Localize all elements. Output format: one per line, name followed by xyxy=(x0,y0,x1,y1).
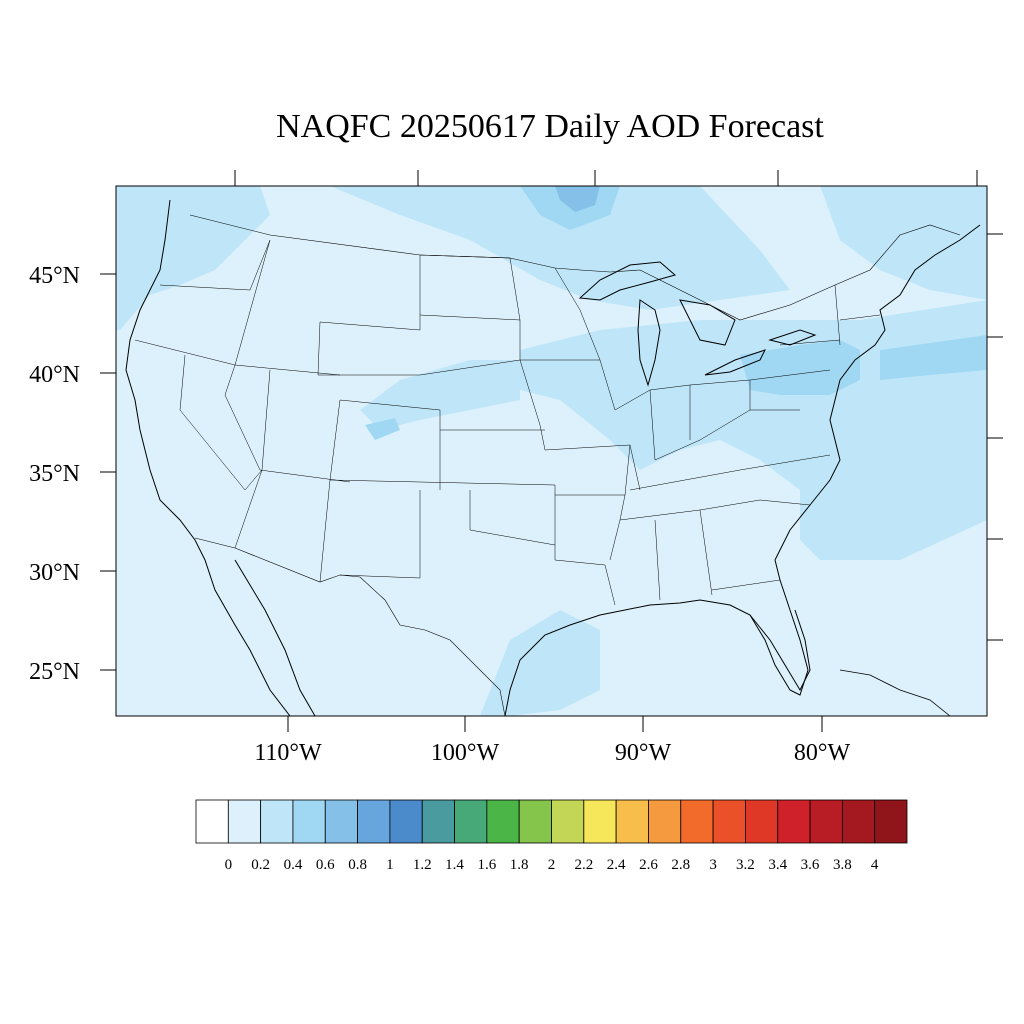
colorbar-label-12: 2.4 xyxy=(607,857,626,873)
colorbar-label-1: 0.2 xyxy=(251,857,270,873)
lat-label-45: 45°N xyxy=(29,263,80,289)
lake-huron xyxy=(679,299,736,346)
aod-region-plains-band xyxy=(360,360,520,430)
lat-label-35: 35°N xyxy=(29,461,80,487)
colorbar-swatch-11 xyxy=(551,799,585,844)
colorbar-swatch-1 xyxy=(227,799,262,844)
colorbar-swatch-16 xyxy=(712,799,746,844)
axis-ticks xyxy=(100,170,1003,732)
east-coastline xyxy=(774,224,981,561)
colorbar-label-6: 1.2 xyxy=(413,857,432,873)
aod-region-northwest xyxy=(116,186,270,330)
colorbar-label-20: 4 xyxy=(871,857,879,873)
west-coastline xyxy=(125,199,291,716)
colorbar-swatch-15 xyxy=(680,799,714,844)
aod-region-atlantic xyxy=(800,320,987,560)
lake-ontario xyxy=(768,329,817,346)
latitude-labels: 45°N 40°N 35°N 30°N 25°N xyxy=(29,263,80,685)
geography-lines xyxy=(125,199,981,716)
colorbar-swatch-6 xyxy=(389,799,423,844)
map-title: NAQFC 20250617 Daily AOD Forecast xyxy=(276,108,824,145)
colorbar-swatch-20 xyxy=(841,799,876,844)
lat-label-40: 40°N xyxy=(29,362,80,388)
lake-erie xyxy=(704,349,766,376)
aod-region-colorado-spot xyxy=(365,418,400,440)
colorbar-label-14: 2.8 xyxy=(671,857,690,873)
state-boundaries xyxy=(134,239,881,606)
lake-superior xyxy=(578,261,677,301)
colorbar-swatch-21 xyxy=(874,799,908,844)
colorbar-swatch-18 xyxy=(777,799,811,844)
colorbar-label-15: 3 xyxy=(709,857,717,873)
florida-coastline xyxy=(749,609,811,692)
colorbar-swatch-14 xyxy=(648,799,682,844)
gulf-coastline xyxy=(504,559,809,716)
us-mexico-border xyxy=(194,537,506,716)
lon-label-110: 110°W xyxy=(254,740,322,766)
colorbar-swatch-3 xyxy=(292,799,326,844)
colorbar-label-11: 2.2 xyxy=(574,857,593,873)
colorbar-label-13: 2.6 xyxy=(639,857,658,873)
colorbar-label-18: 3.6 xyxy=(801,857,820,873)
lon-label-100: 100°W xyxy=(431,740,500,766)
cuba-coastline xyxy=(839,669,951,716)
colorbar-label-16: 3.2 xyxy=(736,857,755,873)
colorbar-label-8: 1.6 xyxy=(477,857,496,873)
aod-region-canada-hotspot xyxy=(555,186,600,212)
baja-coastline xyxy=(234,559,316,716)
colorbar-label-19: 3.8 xyxy=(833,857,852,873)
colorbar-swatch-19 xyxy=(809,799,843,844)
colorbar-label-10: 2 xyxy=(548,857,556,873)
aod-contours xyxy=(116,186,987,716)
lat-label-25: 25°N xyxy=(29,659,80,685)
colorbar-label-7: 1.4 xyxy=(445,857,464,873)
colorbar-swatch-5 xyxy=(357,799,391,844)
colorbar-swatch-17 xyxy=(745,799,779,844)
map-frame xyxy=(115,185,988,717)
colorbar-swatch-7 xyxy=(421,799,455,844)
colorbar-swatch-9 xyxy=(486,799,520,844)
colorbar-swatch-13 xyxy=(615,799,649,844)
colorbar-label-3: 0.6 xyxy=(316,857,335,873)
longitude-labels: 110°W 100°W 90°W 80°W xyxy=(254,740,850,766)
colorbar-swatch-10 xyxy=(518,799,552,844)
colorbar-label-0: 0 xyxy=(225,857,233,873)
colorbar: 0 0.2 0.4 0.6 0.8 1 1.2 1.4 1.6 1.8 2 2.2 2.4 2.6 2.8 3… xyxy=(195,799,908,873)
colorbar-label-17: 3.4 xyxy=(768,857,787,873)
aod-region-offshore-northeast xyxy=(880,335,987,380)
lake-michigan xyxy=(637,299,661,387)
aod-region-pennsylvania xyxy=(740,340,860,395)
colorbar-swatch-2 xyxy=(260,799,294,844)
lon-label-90: 90°W xyxy=(615,740,672,766)
aod-region-north-central xyxy=(330,186,790,310)
colorbar-swatch-8 xyxy=(454,799,488,844)
colorbar-swatch-4 xyxy=(324,799,358,844)
lat-label-30: 30°N xyxy=(29,560,80,586)
colorbar-label-4: 0.8 xyxy=(348,857,367,873)
colorbar-label-2: 0.4 xyxy=(284,857,303,873)
colorbar-swatch-12 xyxy=(583,799,617,844)
aod-region-ne-canada xyxy=(820,186,987,300)
lon-label-80: 80°W xyxy=(794,740,851,766)
colorbar-label-9: 1.8 xyxy=(510,857,529,873)
colorbar-swatch-0 xyxy=(195,799,229,844)
colorbar-label-5: 1 xyxy=(386,857,394,873)
